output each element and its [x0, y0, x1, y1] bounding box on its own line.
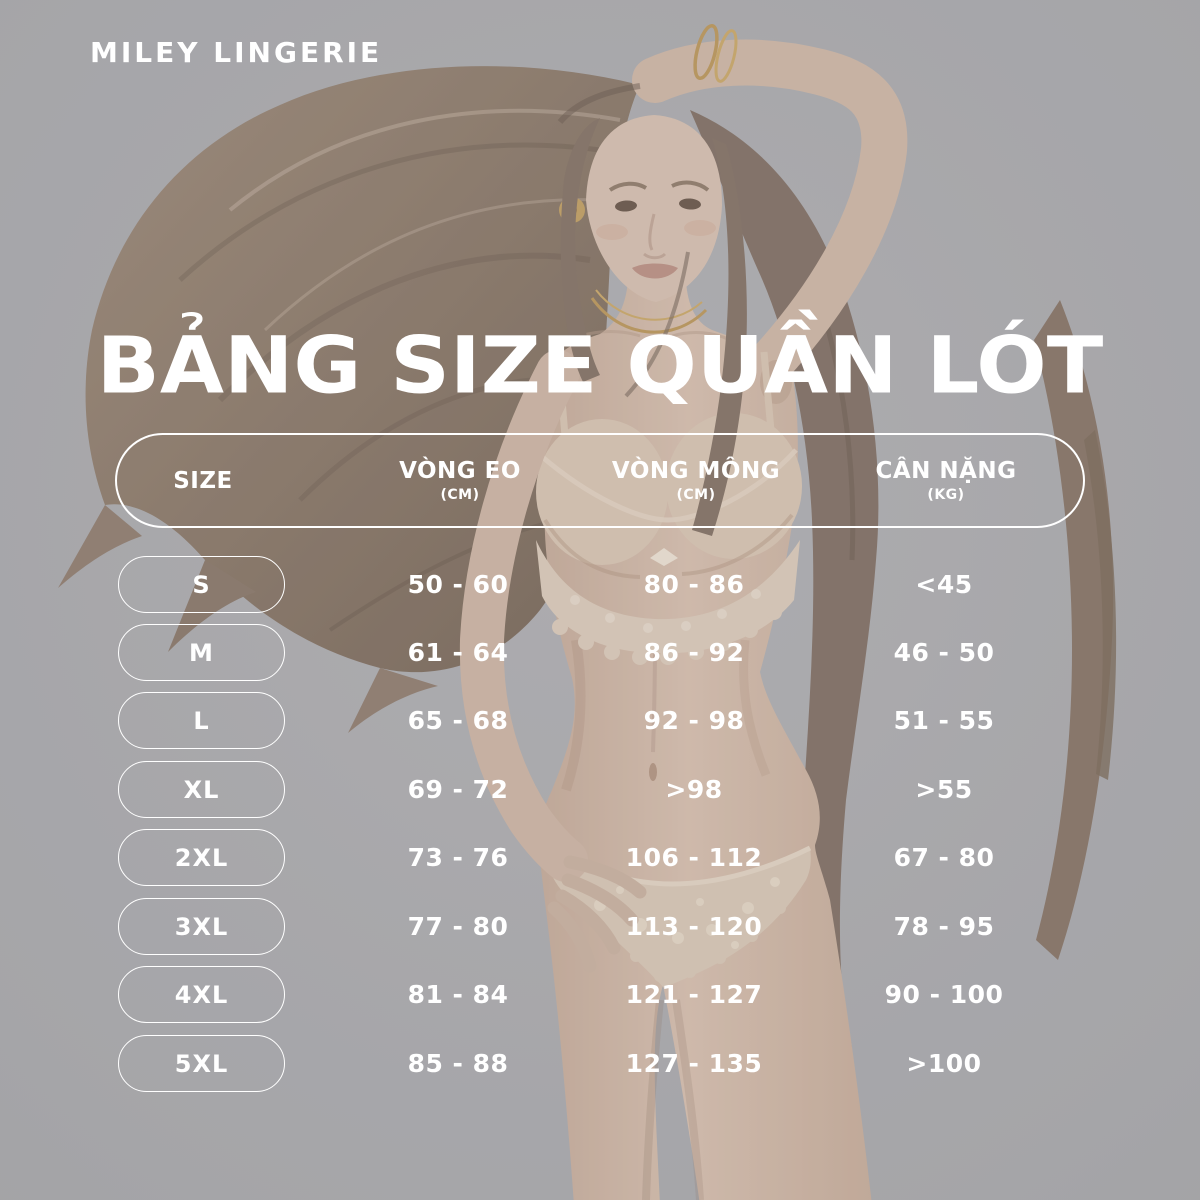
waist-value: 61 - 64: [407, 638, 509, 667]
table-row: M 61 - 64 86 - 92 46 - 50: [0, 624, 1200, 681]
size-label: M: [189, 638, 214, 667]
weight-value: 90 - 100: [884, 980, 1004, 1009]
eye: [679, 198, 701, 210]
hip-value: 121 - 127: [625, 980, 763, 1009]
column-header-hip: VÒNG MÔNG (CM): [612, 435, 780, 526]
brand-logo: MILEY LINGERIE: [90, 36, 383, 69]
table-row: L 65 - 68 92 - 98 51 - 55: [0, 692, 1200, 749]
column-unit: (CM): [676, 487, 716, 503]
page-title: BẢNG SIZE QUẦN LÓT: [96, 320, 1104, 412]
size-pill: 3XL: [118, 898, 285, 955]
size-label: XL: [183, 775, 220, 804]
hip-value: 127 - 135: [625, 1049, 763, 1078]
hip-value: 106 - 112: [625, 843, 763, 872]
weight-value: 46 - 50: [893, 638, 995, 667]
column-header-size: SIZE: [173, 435, 233, 526]
table-row: 5XL 85 - 88 127 - 135 >100: [0, 1035, 1200, 1092]
nose: [643, 213, 667, 260]
eyebrow: [671, 180, 710, 192]
gold-bracelet: [714, 29, 738, 83]
weight-value: 51 - 55: [893, 706, 995, 735]
column-header-weight: CÂN NẶNG (KG): [875, 435, 1016, 526]
hair-cascade-right: [1034, 300, 1117, 960]
bra-strap: [760, 351, 776, 443]
size-label: S: [192, 570, 211, 599]
waist-value: 73 - 76: [407, 843, 509, 872]
size-pill: M: [118, 624, 285, 681]
waist-value: 50 - 60: [407, 570, 509, 599]
weight-value: 67 - 80: [893, 843, 995, 872]
size-label: L: [193, 706, 210, 735]
table-header: SIZE VÒNG EO (CM) VÒNG MÔNG (CM) CÂN NẶN…: [115, 433, 1085, 528]
waist-value: 81 - 84: [407, 980, 509, 1009]
eye: [615, 200, 637, 212]
raised-arm: [632, 23, 908, 395]
column-unit: (CM): [440, 487, 480, 503]
size-label: 4XL: [174, 980, 229, 1009]
hip-value: 113 - 120: [625, 912, 763, 941]
hip-value: 86 - 92: [643, 638, 745, 667]
size-pill: 4XL: [118, 966, 285, 1023]
column-header-waist: VÒNG EO (CM): [399, 435, 521, 526]
hip-value: >98: [665, 775, 723, 804]
weight-value: 78 - 95: [893, 912, 995, 941]
eyebrow: [608, 181, 648, 192]
table-row: XL 69 - 72 >98 >55: [0, 761, 1200, 818]
gold-bracelet: [693, 23, 719, 81]
size-pill: 2XL: [118, 829, 285, 886]
hair-front-strands: [557, 83, 747, 536]
weight-value: >100: [906, 1049, 982, 1078]
column-label: VÒNG EO: [399, 458, 521, 484]
table-row: 3XL 77 - 80 113 - 120 78 - 95: [0, 898, 1200, 955]
hip-value: 80 - 86: [643, 570, 745, 599]
size-pill: XL: [118, 761, 285, 818]
hip-value: 92 - 98: [643, 706, 745, 735]
navel: [649, 763, 657, 781]
column-label: SIZE: [173, 467, 233, 494]
table-row: 4XL 81 - 84 121 - 127 90 - 100: [0, 966, 1200, 1023]
table-row: S 50 - 60 80 - 86 <45: [0, 556, 1200, 613]
size-pill: L: [118, 692, 285, 749]
column-unit: (KG): [927, 487, 965, 503]
bra-bow: [650, 548, 678, 566]
column-label: VÒNG MÔNG: [611, 458, 781, 484]
size-pill: S: [118, 556, 285, 613]
waist-value: 85 - 88: [407, 1049, 509, 1078]
size-label: 5XL: [174, 1049, 229, 1078]
lips: [632, 263, 678, 279]
hand-fingers: [547, 855, 647, 973]
size-label: 3XL: [174, 912, 229, 941]
column-label: CÂN NẶNG: [875, 458, 1017, 484]
weight-value: <45: [915, 570, 973, 599]
waist-value: 65 - 68: [407, 706, 509, 735]
size-pill: 5XL: [118, 1035, 285, 1092]
size-label: 2XL: [174, 843, 229, 872]
waist-value: 69 - 72: [407, 775, 509, 804]
gold-necklace: [590, 289, 708, 334]
waist-value: 77 - 80: [407, 912, 509, 941]
weight-value: >55: [915, 775, 973, 804]
arm-on-hip: [459, 350, 647, 973]
table-row: 2XL 73 - 76 106 - 112 67 - 80: [0, 829, 1200, 886]
